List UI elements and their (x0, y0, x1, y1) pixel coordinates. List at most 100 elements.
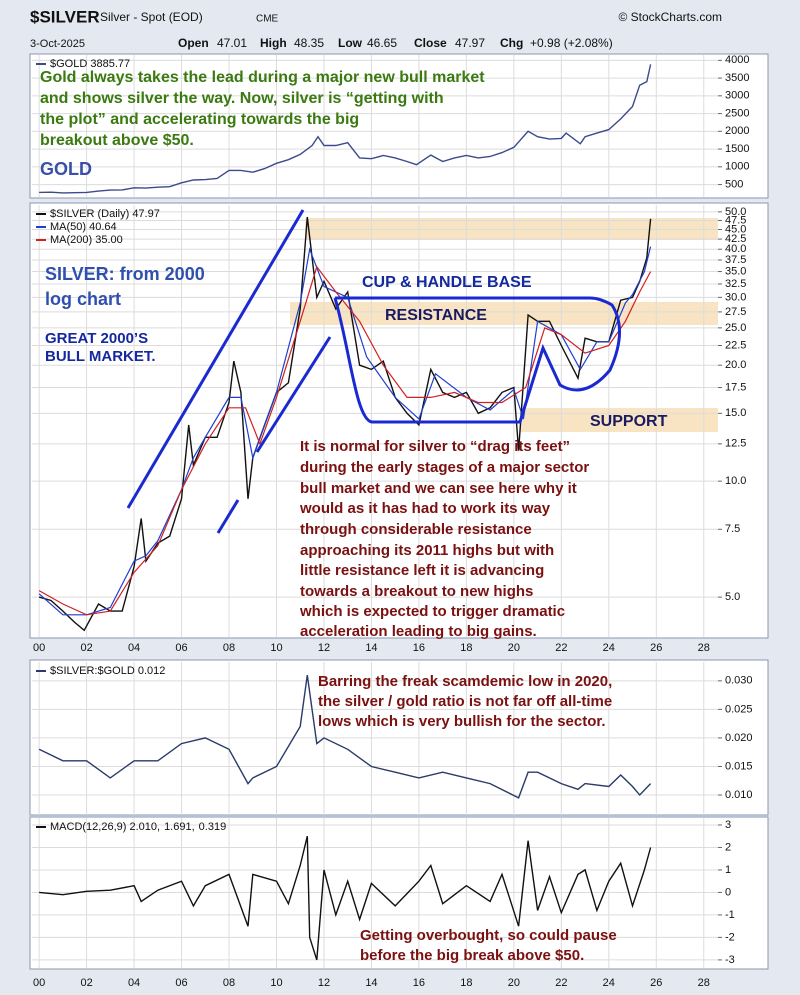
annotation: SUPPORT (590, 413, 668, 430)
y-tick-label: 20.0 (725, 359, 746, 371)
x-tick-label: 22 (555, 642, 567, 654)
y-tick-label: 12.5 (725, 438, 746, 450)
y-tick-label: 0.025 (725, 703, 753, 715)
y-tick-label: 17.5 (725, 381, 746, 393)
annotation: which is expected to trigger dramatic (299, 603, 565, 620)
y-tick-label: 35.0 (725, 265, 746, 277)
annotation: approaching its 2011 highs but with (300, 542, 554, 559)
y-tick-label: 30.0 (725, 291, 746, 303)
annotation: lows which is very bullish for the secto… (318, 713, 606, 730)
cup-handle-outline (333, 296, 622, 424)
header-chg: +0.98 (+2.08%) (530, 36, 613, 50)
x-tick-label: 28 (698, 977, 710, 989)
x-tick-label: 24 (603, 642, 615, 654)
legend-entry: MA(50) 40.64 (50, 221, 117, 233)
trend-line (216, 499, 240, 534)
resistance-band (305, 218, 718, 240)
annotation: BULL MARKET. (45, 348, 156, 365)
y-tick-label: 0.020 (725, 732, 753, 744)
x-tick-label: 08 (223, 977, 235, 989)
header-close: 47.97 (455, 36, 485, 50)
annotation: CUP & HANDLE BASE (362, 274, 532, 291)
annotation: RESISTANCE (385, 307, 487, 324)
y-tick-label: 500 (725, 178, 743, 190)
annotation: before the big break above $50. (360, 947, 584, 964)
series-line (38, 675, 652, 799)
annotation: GREAT 2000’S (45, 330, 148, 347)
x-tick-label: 10 (270, 977, 282, 989)
legend-entry: 1.691, (164, 821, 195, 833)
y-tick-label: 2500 (725, 107, 749, 119)
series-line (39, 836, 652, 961)
legend-entry: 0.319 (199, 821, 227, 833)
header-low: 46.65 (367, 36, 397, 50)
x-tick-label: 18 (460, 977, 472, 989)
y-tick-label: 32.5 (725, 278, 746, 290)
y-tick-label: 0 (725, 886, 731, 898)
y-tick-label: 42.5 (725, 233, 746, 245)
x-tick-label: 26 (650, 642, 662, 654)
annotation: and shows silver the way. Now, silver is… (40, 90, 444, 107)
y-tick-label: -1 (725, 909, 735, 921)
y-tick-label: 22.5 (725, 339, 746, 351)
y-tick-label: 47.5 (725, 214, 746, 226)
header-source: © StockCharts.com (618, 10, 722, 24)
y-tick-label: 40.0 (725, 243, 746, 255)
y-tick-label: 3500 (725, 72, 749, 84)
y-tick-label: 0.015 (725, 760, 753, 772)
y-tick-label: 2 (725, 841, 731, 853)
annotation: Gold always takes the lead during a majo… (40, 69, 485, 86)
x-tick-label: 14 (365, 977, 377, 989)
y-tick-label: 4000 (725, 54, 749, 66)
annotation: the silver / gold ratio is not far off a… (318, 693, 612, 710)
header-low-label: Low (338, 36, 363, 50)
header-open-label: Open (178, 36, 209, 50)
x-tick-label: 20 (508, 977, 520, 989)
header-exchange: CME (256, 14, 279, 25)
x-tick-label: 06 (175, 642, 187, 654)
x-tick-label: 26 (650, 977, 662, 989)
trend-drawings (126, 209, 622, 534)
trend-line (255, 336, 332, 453)
legend-entry: MACD(12,26,9) 2.010, (50, 821, 160, 833)
y-tick-label: 0.030 (725, 675, 753, 687)
resistance-band (290, 302, 718, 325)
support-band (520, 408, 718, 432)
x-tick-label: 04 (128, 642, 140, 654)
y-tick-label: 1500 (725, 143, 749, 155)
y-tick-label: 7.5 (725, 523, 740, 535)
annotation: Getting overbought, so could pause (360, 927, 617, 944)
x-tick-label: 08 (223, 642, 235, 654)
y-tick-label: 15.0 (725, 407, 746, 419)
annotation: log chart (45, 289, 121, 309)
header-high: 48.35 (294, 36, 324, 50)
header-open: 47.01 (217, 36, 247, 50)
x-tick-label: 04 (128, 977, 140, 989)
y-tick-label: 37.5 (725, 254, 746, 266)
header-symbol: $SILVER (30, 7, 100, 26)
y-tick-label: -2 (725, 931, 735, 943)
annotation: acceleration leading to big gains. (300, 623, 537, 640)
x-tick-label: 12 (318, 642, 330, 654)
y-tick-label: 1000 (725, 161, 749, 173)
y-tick-label: 5.0 (725, 591, 740, 603)
y-tick-label: 3 (725, 819, 731, 831)
y-tick-label: 25.0 (725, 322, 746, 334)
legend-entry: $SILVER:$GOLD 0.012 (50, 665, 165, 677)
x-tick-label: 00 (33, 642, 45, 654)
x-tick-label: 02 (80, 642, 92, 654)
y-tick-label: 45.0 (725, 223, 746, 235)
header-close-label: Close (414, 36, 447, 50)
y-tick-label: 27.5 (725, 306, 746, 318)
annotation: SILVER: from 2000 (45, 264, 205, 284)
x-tick-label: 10 (270, 642, 282, 654)
annotation: GOLD (40, 159, 92, 179)
annotation: during the early stages of a major secto… (300, 459, 589, 476)
x-tick-label: 16 (413, 642, 425, 654)
trend-line (126, 209, 305, 509)
y-tick-label: 10.0 (725, 475, 746, 487)
header-high-label: High (260, 36, 287, 50)
x-tick-label: 12 (318, 977, 330, 989)
